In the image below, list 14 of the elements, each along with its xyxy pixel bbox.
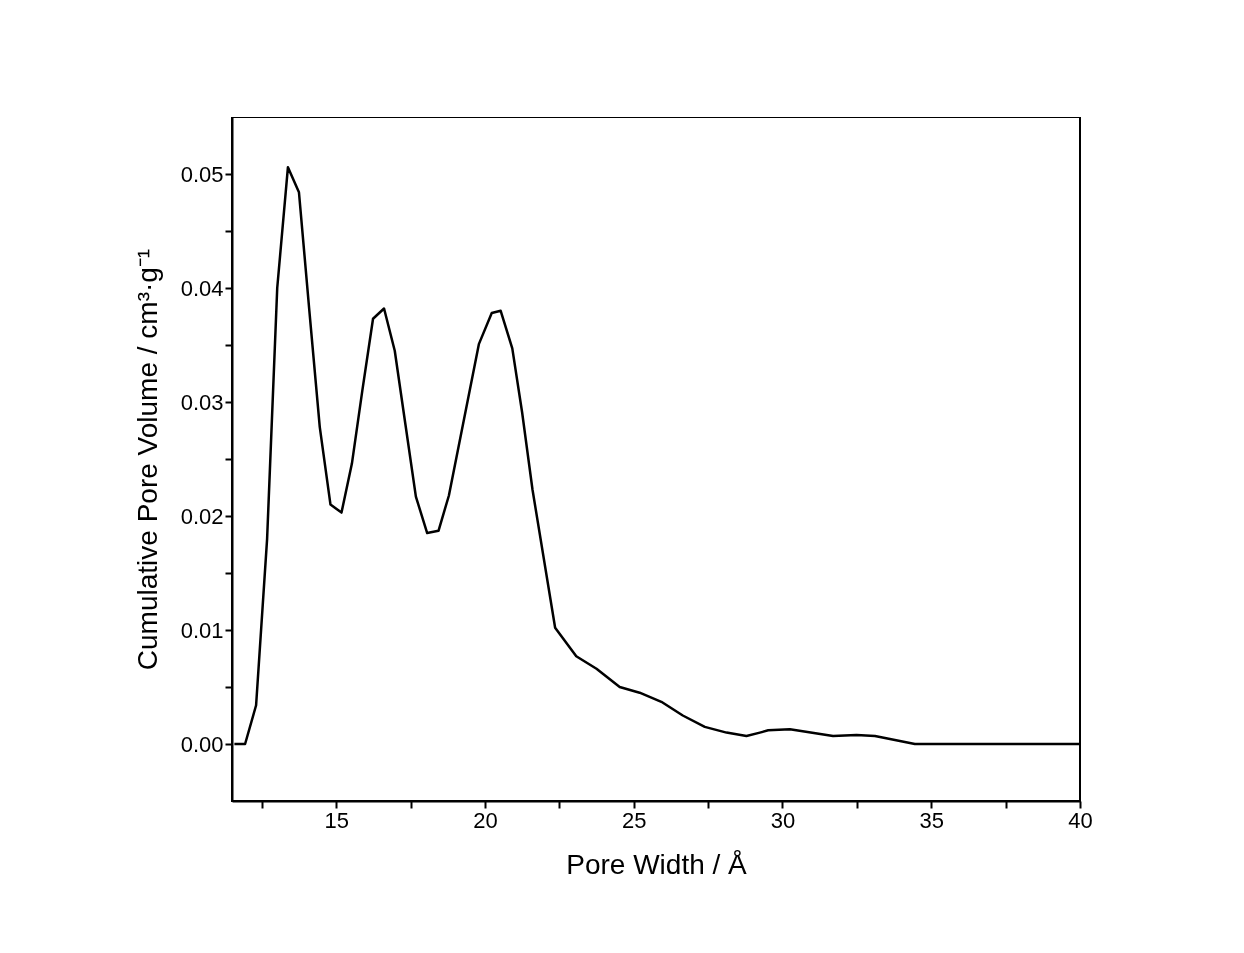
x-tick-label: 40 xyxy=(1068,807,1093,833)
y-axis-title: Cumulative Pore Volume / cm³·g⁻¹ xyxy=(131,248,163,671)
x-tick-label: 15 xyxy=(324,807,349,833)
y-tick-label: 0.00 xyxy=(180,731,224,757)
x-tick-label: 25 xyxy=(621,807,647,833)
y-tick-label: 0.04 xyxy=(180,275,224,301)
y-tick-label: 0.01 xyxy=(180,617,224,643)
x-tick-label: 35 xyxy=(919,807,944,833)
x-tick-label: 30 xyxy=(770,807,796,833)
x-axis-title: Pore Width / Å xyxy=(566,848,748,880)
y-tick-label: 0.03 xyxy=(180,389,224,415)
y-tick-label: 0.02 xyxy=(180,503,224,529)
x-tick-label: 20 xyxy=(473,807,498,833)
y-tick-label: 0.05 xyxy=(180,161,224,187)
